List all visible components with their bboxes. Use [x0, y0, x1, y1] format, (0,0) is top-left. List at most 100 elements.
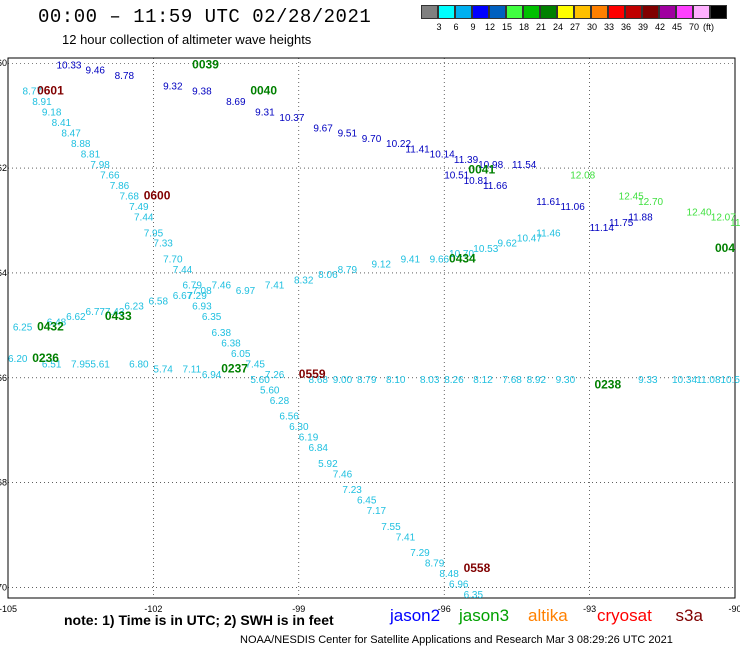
wave-height-label: 8.92 — [527, 375, 547, 386]
wave-height-label: 6.38 — [212, 328, 232, 339]
wave-height-label: 5.74 — [153, 365, 173, 376]
wave-height-label: 7.70 — [163, 254, 183, 265]
scale-label: 30 — [586, 22, 597, 32]
wave-height-label: 10.53 — [473, 244, 498, 255]
wave-height-label: 9.12 — [372, 260, 392, 271]
scale-swatch — [625, 5, 642, 19]
wave-height-label: 7.29 — [410, 548, 430, 559]
wave-height-label: 9.70 — [362, 134, 382, 145]
wave-height-label: 6.20 — [8, 354, 28, 365]
wave-height-label: 9.46 — [86, 66, 106, 77]
note-text: note: 1) Time is in UTC; 2) SWH is in fe… — [64, 612, 334, 628]
footer-credit: NOAA/NESDIS Center for Satellite Applica… — [240, 634, 673, 646]
wave-height-label: 8.88 — [71, 139, 91, 150]
wave-height-label: 11.89 — [730, 218, 740, 229]
scale-label: 33 — [603, 22, 614, 32]
wave-height-label: 9.51 — [338, 129, 358, 140]
pass-time-label: 0238 — [594, 377, 621, 391]
scale-label: 9 — [470, 22, 476, 32]
wave-height-label: 10.22 — [386, 139, 411, 150]
pass-time-label: 0041 — [468, 162, 495, 176]
wave-height-label: 9.18 — [42, 108, 62, 119]
wave-height-label: 10.33 — [56, 60, 81, 71]
lon-tick-label: -105 — [0, 604, 17, 614]
wave-height-label: 7.66 — [100, 171, 120, 182]
wave-height-label: 8.77 — [23, 87, 43, 98]
pass-time-label: 0434 — [449, 251, 476, 265]
scale-swatch — [591, 5, 608, 19]
scale-label: 24 — [552, 22, 563, 32]
scale-label: 12 — [484, 22, 495, 32]
wave-height-label: 7.95 — [71, 359, 91, 370]
wave-height-label: 11.54 — [512, 160, 537, 171]
wave-height-label: 7.45 — [245, 359, 265, 370]
wave-height-label: 8.26 — [444, 375, 464, 386]
pass-time-label: 0558 — [464, 561, 491, 575]
wave-height-label: 7.55 — [381, 522, 401, 533]
wave-height-label: 6.67 — [173, 291, 193, 302]
lon-tick-label: -102 — [144, 604, 162, 614]
lon-tick-label: -93 — [583, 604, 596, 614]
wave-height-label: 6.58 — [149, 296, 169, 307]
wave-height-label: 11.14 — [590, 223, 615, 234]
wave-height-label: 7.68 — [119, 192, 139, 203]
scale-label: 70 — [688, 22, 699, 32]
wave-height-label: 9.32 — [163, 81, 183, 92]
wave-height-label: 7.33 — [153, 239, 173, 250]
wave-height-label: 5.60 — [250, 375, 270, 386]
wave-height-label: 5.92 — [318, 459, 338, 470]
scale-swatch — [642, 5, 659, 19]
wave-height-label: 9.38 — [192, 87, 212, 98]
wave-height-label: 12.70 — [638, 197, 663, 208]
wave-height-label: 8.91 — [32, 97, 52, 108]
wave-height-label: 6.19 — [299, 433, 319, 444]
scale-label: 42 — [654, 22, 665, 32]
lat-tick-label: -62 — [0, 163, 7, 173]
wave-height-label: 7.46 — [212, 281, 232, 292]
wave-height-label: 8.32 — [294, 275, 314, 286]
pass-time-label: 0601 — [37, 84, 64, 98]
wave-height-label: 10.37 — [279, 113, 304, 124]
wave-height-label: 6.84 — [308, 443, 328, 454]
scale-swatch — [608, 5, 625, 19]
scale-label: 15 — [501, 22, 512, 32]
scale-label: 45 — [671, 22, 682, 32]
scale-label: 27 — [569, 22, 580, 32]
wave-height-label: 5.61 — [90, 359, 110, 370]
wave-height-label: 6.80 — [129, 359, 149, 370]
wave-height-label: 6.35 — [464, 590, 484, 601]
wave-height-label: 12.45 — [619, 192, 644, 203]
wave-height-label: 11.39 — [454, 155, 479, 166]
scale-swatch — [472, 5, 489, 19]
wave-height-label: 5.60 — [260, 386, 280, 397]
wave-height-label: 7.46 — [333, 469, 353, 480]
pass-time-label: 0040 — [250, 84, 277, 98]
wave-height-label: 10.98 — [478, 160, 503, 171]
scale-swatch — [489, 5, 506, 19]
wave-height-label: 9.41 — [401, 254, 421, 265]
pass-time-label: 0237 — [221, 362, 248, 376]
lat-tick-label: -64 — [0, 268, 7, 278]
wave-height-label: 11.08 — [696, 375, 721, 386]
lon-tick-label: -96 — [438, 604, 451, 614]
wave-height-label: 6.05 — [231, 349, 251, 360]
wave-height-label: 11.46 — [536, 228, 561, 239]
wave-height-label: 6.25 — [13, 323, 33, 334]
wave-height-label: 8.79 — [357, 375, 377, 386]
wave-height-label: 7.23 — [342, 485, 362, 496]
lat-tick-label: -60 — [0, 58, 7, 68]
wave-height-label: 10.59 — [720, 375, 740, 386]
wave-height-label: 6.77 — [86, 307, 106, 318]
wave-height-label: 9.67 — [313, 123, 333, 134]
wave-height-label: 6.51 — [42, 359, 62, 370]
wave-height-label: 6.62 — [66, 312, 86, 323]
map-subtitle: 12 hour collection of altimeter wave hei… — [62, 32, 312, 47]
wave-height-label: 8.48 — [439, 569, 459, 580]
wave-height-label: 10.70 — [449, 249, 474, 260]
wave-height-label: 6.28 — [270, 396, 290, 407]
wave-height-label: 7.44 — [134, 213, 154, 224]
wave-height-label: 6.93 — [192, 302, 212, 313]
pass-time-label: 004 — [715, 241, 735, 255]
wave-height-label: 9.62 — [498, 239, 518, 250]
